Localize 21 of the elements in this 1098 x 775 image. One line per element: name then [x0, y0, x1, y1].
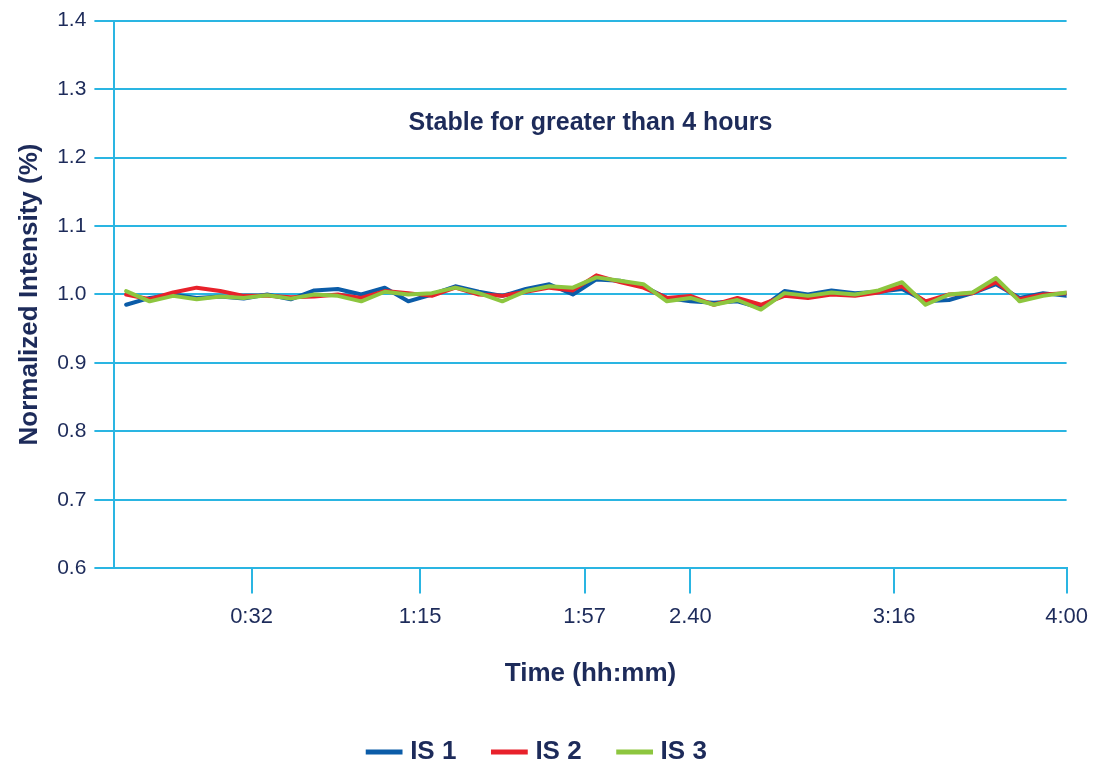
y-tick-label: 0.9	[57, 349, 87, 373]
x-axis-title: Time (hh:mm)	[504, 656, 677, 687]
legend-label: IS 1	[410, 735, 457, 766]
y-tick-label: 0.7	[57, 486, 87, 510]
y-tick-label: 1.4	[57, 7, 87, 31]
x-tick-label: 0:32	[230, 602, 273, 628]
x-tick-label: 3:16	[872, 602, 916, 628]
y-tick-label: 0.6	[57, 555, 87, 579]
legend-label: IS 3	[660, 735, 707, 766]
x-tick-label: 2.40	[669, 602, 712, 628]
legend-label: IS 2	[535, 735, 582, 766]
annotation: Stable for greater than 4 hours	[408, 107, 773, 136]
y-tick-label: 0.8	[57, 418, 87, 442]
x-tick-label: 1:57	[563, 602, 607, 628]
y-tick-label: 1.2	[57, 144, 87, 168]
x-tick-label: 1:15	[398, 602, 442, 628]
y-tick-label: 1.0	[57, 281, 87, 305]
y-tick-label: 1.3	[57, 75, 87, 99]
y-axis-title: Normalized Intensity (%)	[12, 143, 43, 446]
x-tick-label: 4:00	[1045, 602, 1088, 628]
y-tick-label: 1.1	[57, 212, 87, 236]
